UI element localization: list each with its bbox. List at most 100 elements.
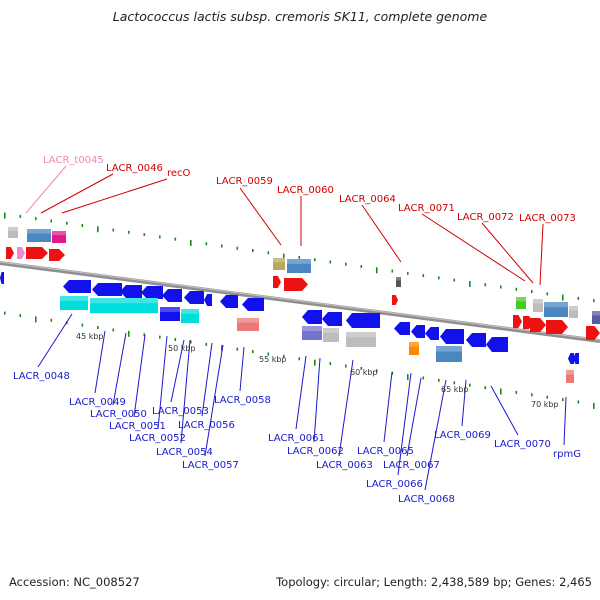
gene-arrow-reverse	[411, 325, 425, 338]
gene-label-top[interactable]: LACR_0046	[106, 163, 163, 174]
scale-tick	[484, 386, 487, 390]
gene-block	[8, 227, 18, 238]
scale-tick	[283, 253, 285, 260]
gene-arrow-reverse	[141, 286, 163, 299]
scale-tick	[484, 283, 487, 287]
scale-tick	[562, 398, 564, 402]
gene-label-top[interactable]: LACR_t0045	[43, 155, 104, 166]
leader-line	[295, 355, 307, 430]
genome-backbone	[0, 261, 600, 343]
tick-marks-top	[4, 212, 595, 303]
scale-tick	[190, 340, 192, 344]
gene-label-bottom[interactable]: rpmG	[553, 449, 581, 460]
gene-label-bottom[interactable]: LACR_0054	[156, 447, 213, 458]
gene-label-bottom[interactable]: LACR_0050	[90, 409, 147, 420]
gene-features	[0, 227, 600, 383]
gene-arrow-forward	[273, 276, 281, 288]
scale-tick	[577, 296, 580, 300]
scale-tick	[531, 290, 533, 294]
gene-label-bottom[interactable]: LACR_0061	[268, 433, 325, 444]
gene-label-bottom[interactable]: LACR_0065	[357, 446, 414, 457]
gene-label-bottom[interactable]: LACR_0069	[434, 430, 491, 441]
gene-label-top[interactable]: recO	[167, 168, 191, 179]
scale-tick	[360, 264, 363, 268]
leader-line	[424, 379, 447, 491]
tick-label: 50 kbp	[168, 344, 196, 353]
scale-tick	[329, 362, 332, 366]
scale-tick	[360, 366, 363, 370]
genome-backbone-highlight	[0, 261, 600, 341]
gene-label-top[interactable]: LACR_0072	[457, 212, 514, 223]
gene-label-bottom[interactable]: LACR_0058	[214, 395, 271, 406]
gene-label-top[interactable]: LACR_0064	[339, 194, 396, 205]
scale-tick	[314, 359, 316, 366]
gene-label-top[interactable]: LACR_0060	[277, 185, 334, 196]
scale-tick	[35, 316, 37, 323]
scale-tick	[174, 338, 177, 342]
gene-label-bottom[interactable]: LACR_0048	[13, 371, 70, 382]
gene-label-bottom[interactable]: LACR_0066	[366, 479, 423, 490]
gene-label-top[interactable]: LACR_0071	[398, 203, 455, 214]
leader-line	[180, 339, 191, 444]
gene-label-top[interactable]: LACR_0073	[519, 213, 576, 224]
scale-tick	[577, 400, 580, 404]
gene-block-shine	[569, 306, 578, 311]
gene-label-bottom[interactable]: LACR_0070	[494, 439, 551, 450]
gene-arrow-reverse	[394, 322, 410, 335]
gene-arrow-reverse	[322, 312, 342, 326]
leader-line	[539, 223, 544, 286]
gene-block	[237, 318, 259, 331]
gene-arrow-reverse	[425, 327, 439, 340]
scale-tick	[112, 328, 115, 332]
gene-label-bottom[interactable]: LACR_0063	[316, 460, 373, 471]
tick-marks-bottom	[4, 311, 595, 409]
gene-label-bottom[interactable]: LACR_0051	[109, 421, 166, 432]
gene-block-shine	[273, 258, 285, 263]
scale-tick	[422, 274, 425, 278]
leader-line	[461, 379, 467, 427]
scale-tick	[546, 292, 549, 296]
gene-label-bottom[interactable]: LACR_0056	[178, 420, 235, 431]
scale-tick	[593, 299, 595, 303]
tick-label: 60 kbp	[350, 368, 378, 377]
scale-tick	[593, 402, 595, 409]
gene-block	[323, 328, 339, 342]
scale-tick	[35, 217, 37, 221]
scale-tick	[422, 376, 425, 380]
gene-label-bottom[interactable]: LACR_0053	[152, 406, 209, 417]
gene-block-shine	[533, 299, 543, 304]
scale-tick	[112, 228, 115, 232]
gene-arrow-reverse	[568, 353, 574, 364]
gene-label-bottom[interactable]: LACR_0052	[129, 433, 186, 444]
gene-label-bottom[interactable]: LACR_0057	[182, 460, 239, 471]
tick-label: 70 kbp	[531, 400, 559, 409]
gene-block	[592, 311, 600, 324]
leader-line	[421, 213, 526, 282]
gene-arrow-reverse	[162, 289, 182, 302]
genome-summary-text: Topology: circular; Length: 2,438,589 bp…	[276, 575, 592, 589]
gene-label-bottom[interactable]: LACR_0068	[398, 494, 455, 505]
scale-tick	[500, 285, 502, 289]
gene-arrow-forward	[530, 318, 546, 332]
gene-label-top[interactable]: LACR_0059	[216, 176, 273, 187]
gene-block	[90, 298, 158, 313]
gene-label-bottom[interactable]: LACR_0062	[287, 446, 344, 457]
gene-arrow-forward	[392, 295, 398, 305]
scale-tick	[174, 237, 177, 241]
scale-tick	[391, 269, 394, 273]
scale-tick	[345, 262, 347, 266]
gene-arrow-reverse	[486, 337, 508, 352]
gene-block-shine	[287, 259, 311, 264]
gene-block-shine	[27, 229, 51, 234]
gene-label-bottom[interactable]: LACR_0067	[383, 460, 440, 471]
leader-line	[383, 371, 393, 443]
leader-line	[133, 334, 146, 418]
gene-arrow-forward	[586, 326, 600, 340]
gene-block-shine	[436, 346, 462, 352]
gene-block	[544, 302, 568, 317]
gene-block	[287, 259, 311, 273]
scale-tick	[205, 242, 208, 246]
gene-block-shine	[60, 296, 88, 301]
gene-label-bottom[interactable]: LACR_0049	[69, 397, 126, 408]
gene-arrow-reverse	[466, 333, 486, 347]
